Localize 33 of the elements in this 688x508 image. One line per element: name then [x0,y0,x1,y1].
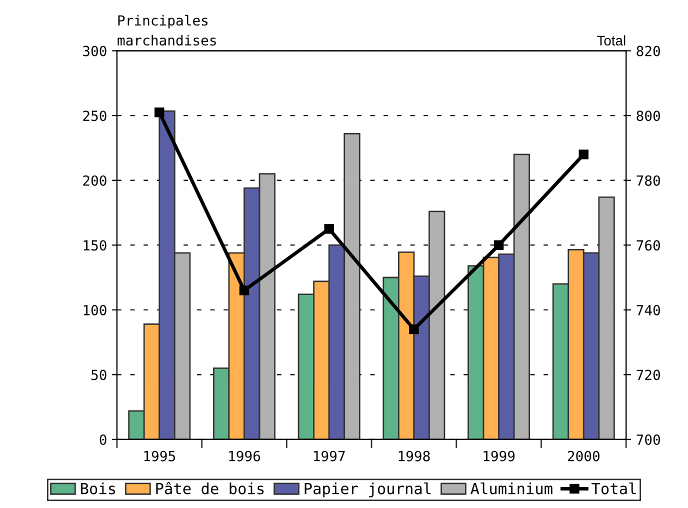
y2-tick-label: 740 [636,304,660,316]
y-tick-label: 300 [83,46,106,56]
legend-label: Pâte de bois [156,482,264,494]
y-tick-label: 0 [100,434,106,445]
legend-label: Bois [81,482,116,494]
point [494,240,504,250]
y-tick-label: 250 [83,110,106,122]
y2-tick-label: 720 [636,370,660,380]
legend-label: Aluminium [470,482,552,494]
y2-tick-label: 760 [636,240,660,251]
y2-tick-label: 780 [636,175,660,186]
y-tick-label: 50 [91,370,106,380]
point [578,150,589,160]
point [324,224,334,234]
x-tick-label: 2000 [568,450,600,462]
y2-tick-label: 820 [636,46,660,56]
x-tick-label: 1995 [144,450,175,462]
legend-label: Total [592,482,636,494]
y-axis-title: Principales marchandises [118,14,216,46]
y-tick-label: 100 [84,304,106,316]
x-tick-label: 1997 [314,450,345,462]
point [409,324,419,334]
y-tick-label: 150 [84,240,106,251]
point [239,286,250,296]
legend-label: Papier journal [304,482,431,498]
y2-axis-title: Total [597,35,626,46]
x-tick-label: 1998 [398,450,430,462]
y2-tick-label: 700 [636,434,660,445]
y-tick-label: 200 [83,175,106,186]
x-tick-label: 1996 [229,450,260,462]
x-tick-label: 1999 [484,450,515,462]
point [154,107,164,118]
y2-tick-label: 800 [636,110,660,122]
